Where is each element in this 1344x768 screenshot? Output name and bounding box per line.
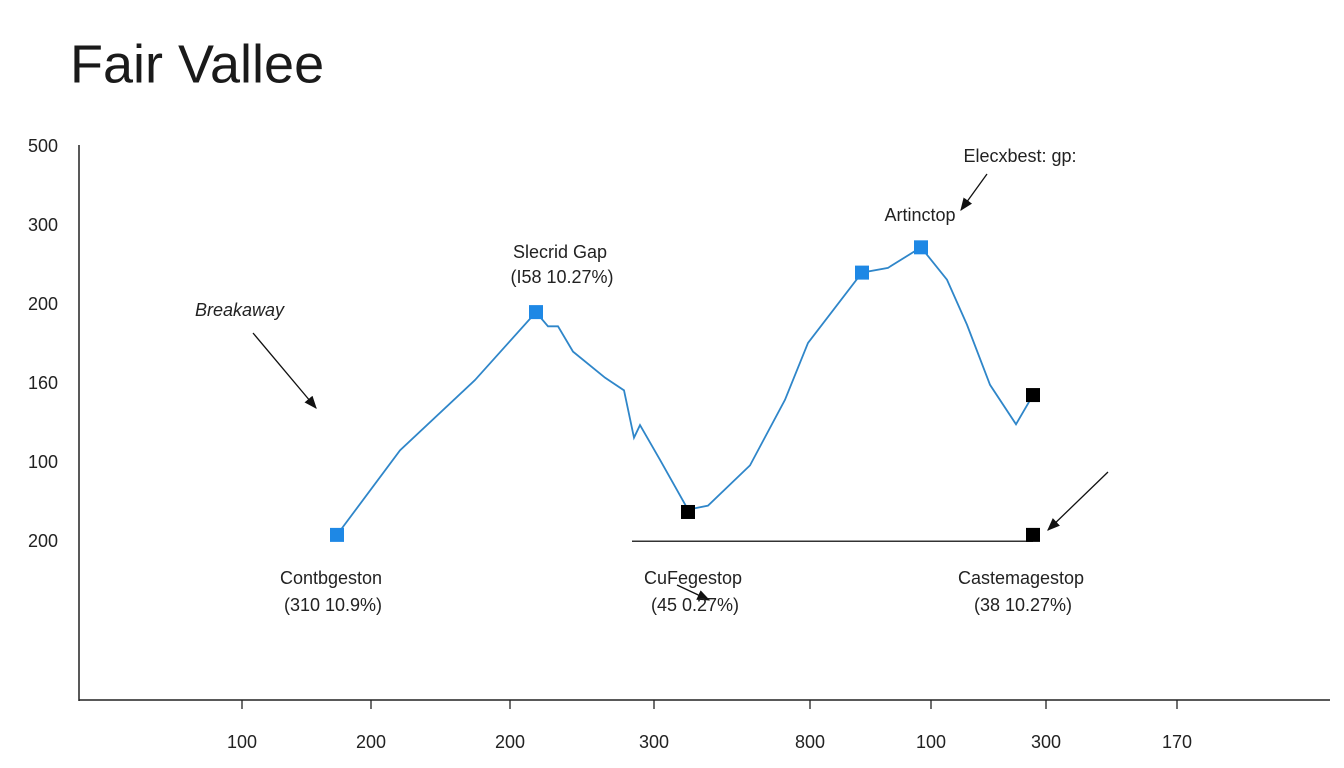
annotation: Castemagestop xyxy=(958,568,1084,588)
marker xyxy=(914,240,928,255)
arrow xyxy=(252,332,317,409)
arrow xyxy=(676,584,711,601)
y-tick-label: 500 xyxy=(28,136,58,156)
marker xyxy=(1026,527,1040,542)
x-tick-label: 800 xyxy=(795,732,825,752)
x-tick-label: 100 xyxy=(916,732,946,752)
marker xyxy=(1026,388,1040,403)
annotation: (I58 10.27%) xyxy=(510,267,613,287)
annotation: Elecxbest: gp: xyxy=(963,146,1076,166)
x-tick-label: 200 xyxy=(495,732,525,752)
line-series xyxy=(336,246,1034,536)
x-tick-label: 300 xyxy=(1031,732,1061,752)
marker xyxy=(330,527,344,542)
annotation: (38 10.27%) xyxy=(974,595,1072,615)
annotation: Contbgeston xyxy=(280,568,382,588)
y-tick-label: 200 xyxy=(28,294,58,314)
marker xyxy=(681,504,695,519)
chart-title: Fair Vallee xyxy=(70,34,324,94)
x-tick-label: 300 xyxy=(639,732,669,752)
x-tick-label: 170 xyxy=(1162,732,1192,752)
arrow xyxy=(1047,471,1109,531)
annotation: (310 10.9%) xyxy=(284,595,382,615)
y-tick-label: 200 xyxy=(28,531,58,551)
y-tick-label: 100 xyxy=(28,452,58,472)
annotation: CuFegestop xyxy=(644,568,742,588)
marker xyxy=(855,265,869,280)
x-tick-label: 200 xyxy=(356,732,386,752)
y-tick-label: 160 xyxy=(28,373,58,393)
arrow xyxy=(960,173,988,212)
annotation: (45 0.27%) xyxy=(651,595,739,615)
annotation: Slecrid Gap xyxy=(513,242,607,262)
annotation: Artinctop xyxy=(884,205,955,225)
y-tick-label: 300 xyxy=(28,215,58,235)
marker xyxy=(529,305,543,320)
x-tick-label: 100 xyxy=(227,732,257,752)
annotation: Breakaway xyxy=(195,300,285,320)
